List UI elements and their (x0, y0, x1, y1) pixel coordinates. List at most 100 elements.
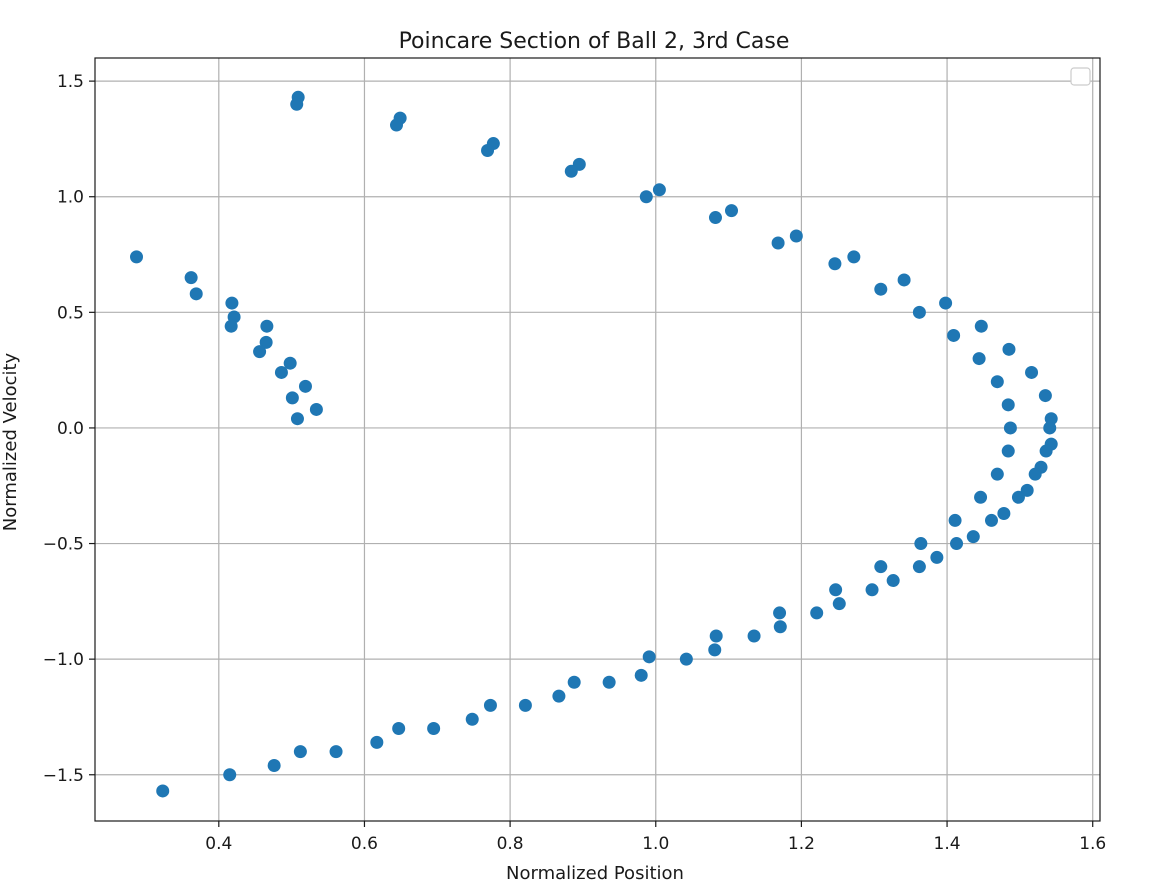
data-point (990, 375, 1004, 389)
data-point (309, 402, 323, 416)
data-point (552, 689, 566, 703)
data-point (564, 164, 578, 178)
data-point (567, 675, 581, 689)
data-point (652, 183, 666, 197)
data-point (285, 391, 299, 405)
data-point (481, 143, 495, 157)
grid-lines (95, 58, 1100, 821)
data-point (966, 530, 980, 544)
data-point (224, 319, 238, 333)
data-point (990, 467, 1004, 481)
data-point (1011, 490, 1025, 504)
data-point (184, 271, 198, 285)
data-point (223, 768, 237, 782)
data-point (974, 319, 988, 333)
data-point (1028, 467, 1042, 481)
data-point (274, 365, 288, 379)
data-point (1003, 421, 1017, 435)
y-tick-label: 1.0 (57, 188, 84, 208)
data-point (329, 745, 343, 759)
data-point (602, 675, 616, 689)
data-point (293, 745, 307, 759)
data-point (897, 273, 911, 287)
data-point (290, 97, 304, 111)
y-tick-label: −1.0 (43, 650, 84, 670)
data-point (298, 379, 312, 393)
x-tick-label: 0.6 (351, 834, 378, 854)
data-point (156, 784, 170, 798)
data-point (947, 328, 961, 342)
legend-box (1070, 67, 1091, 86)
data-point (708, 211, 722, 225)
data-point (259, 335, 273, 349)
x-axis-label: Normalized Position (506, 863, 684, 884)
data-point (1043, 421, 1057, 435)
data-point (725, 204, 738, 218)
data-point (130, 250, 144, 264)
data-point (260, 319, 274, 333)
data-point (773, 620, 787, 634)
data-point (1038, 389, 1052, 403)
data-point (829, 583, 843, 597)
data-point (290, 412, 304, 426)
data-point (283, 356, 297, 370)
data-point (832, 597, 846, 611)
x-tick-label: 0.4 (205, 834, 232, 854)
data-point (370, 735, 384, 749)
data-point (773, 606, 787, 620)
data-point (427, 722, 441, 736)
y-tick-label: 0.0 (57, 419, 84, 439)
data-point (1025, 365, 1039, 379)
data-point (828, 257, 842, 271)
data-point (948, 513, 962, 527)
data-point (950, 537, 964, 551)
data-point (747, 629, 761, 643)
data-point (984, 513, 998, 527)
data-point (847, 250, 861, 264)
data-point (253, 345, 267, 359)
data-point (708, 643, 722, 657)
data-point (679, 652, 693, 666)
data-point (709, 629, 723, 643)
data-point (483, 698, 497, 712)
data-point (972, 352, 986, 366)
data-point (874, 282, 888, 296)
data-point (865, 583, 879, 597)
data-point (634, 668, 648, 682)
data-point (1001, 398, 1015, 412)
data-point (771, 236, 785, 250)
data-point (997, 506, 1011, 520)
y-tick-label: −0.5 (43, 535, 84, 555)
data-point (465, 712, 479, 726)
x-tick-label: 1.4 (934, 834, 961, 854)
data-point (789, 229, 803, 243)
y-tick-label: 1.5 (57, 72, 84, 92)
data-point (874, 560, 888, 574)
data-point (518, 698, 532, 712)
chart-title: Poincare Section of Ball 2, 3rd Case (399, 29, 790, 54)
x-axis-ticks: 0.4 0.6 0.8 1.0 1.2 1.4 1.6 (205, 821, 1106, 854)
data-point (642, 650, 656, 664)
x-tick-label: 1.0 (642, 834, 669, 854)
y-axis-ticks: −1.5 −1.0 −0.5 0.0 0.5 1.0 1.5 (43, 72, 95, 786)
data-point (267, 759, 281, 773)
data-point (974, 490, 988, 504)
data-point (392, 722, 406, 736)
data-point (912, 305, 926, 319)
data-point (390, 118, 403, 132)
data-point (189, 287, 203, 301)
data-point (939, 296, 953, 310)
y-axis-label: Normalized Velocity (0, 352, 21, 531)
data-point (1039, 444, 1053, 458)
data-point (930, 550, 944, 564)
data-point (1020, 483, 1034, 497)
data-point (810, 606, 824, 620)
data-point (225, 296, 239, 310)
data-point (1001, 444, 1015, 458)
x-tick-label: 0.8 (497, 834, 524, 854)
plot-frame (94, 57, 1101, 822)
data-point (639, 190, 653, 204)
data-point (1002, 342, 1016, 356)
y-tick-label: 0.5 (57, 303, 84, 323)
